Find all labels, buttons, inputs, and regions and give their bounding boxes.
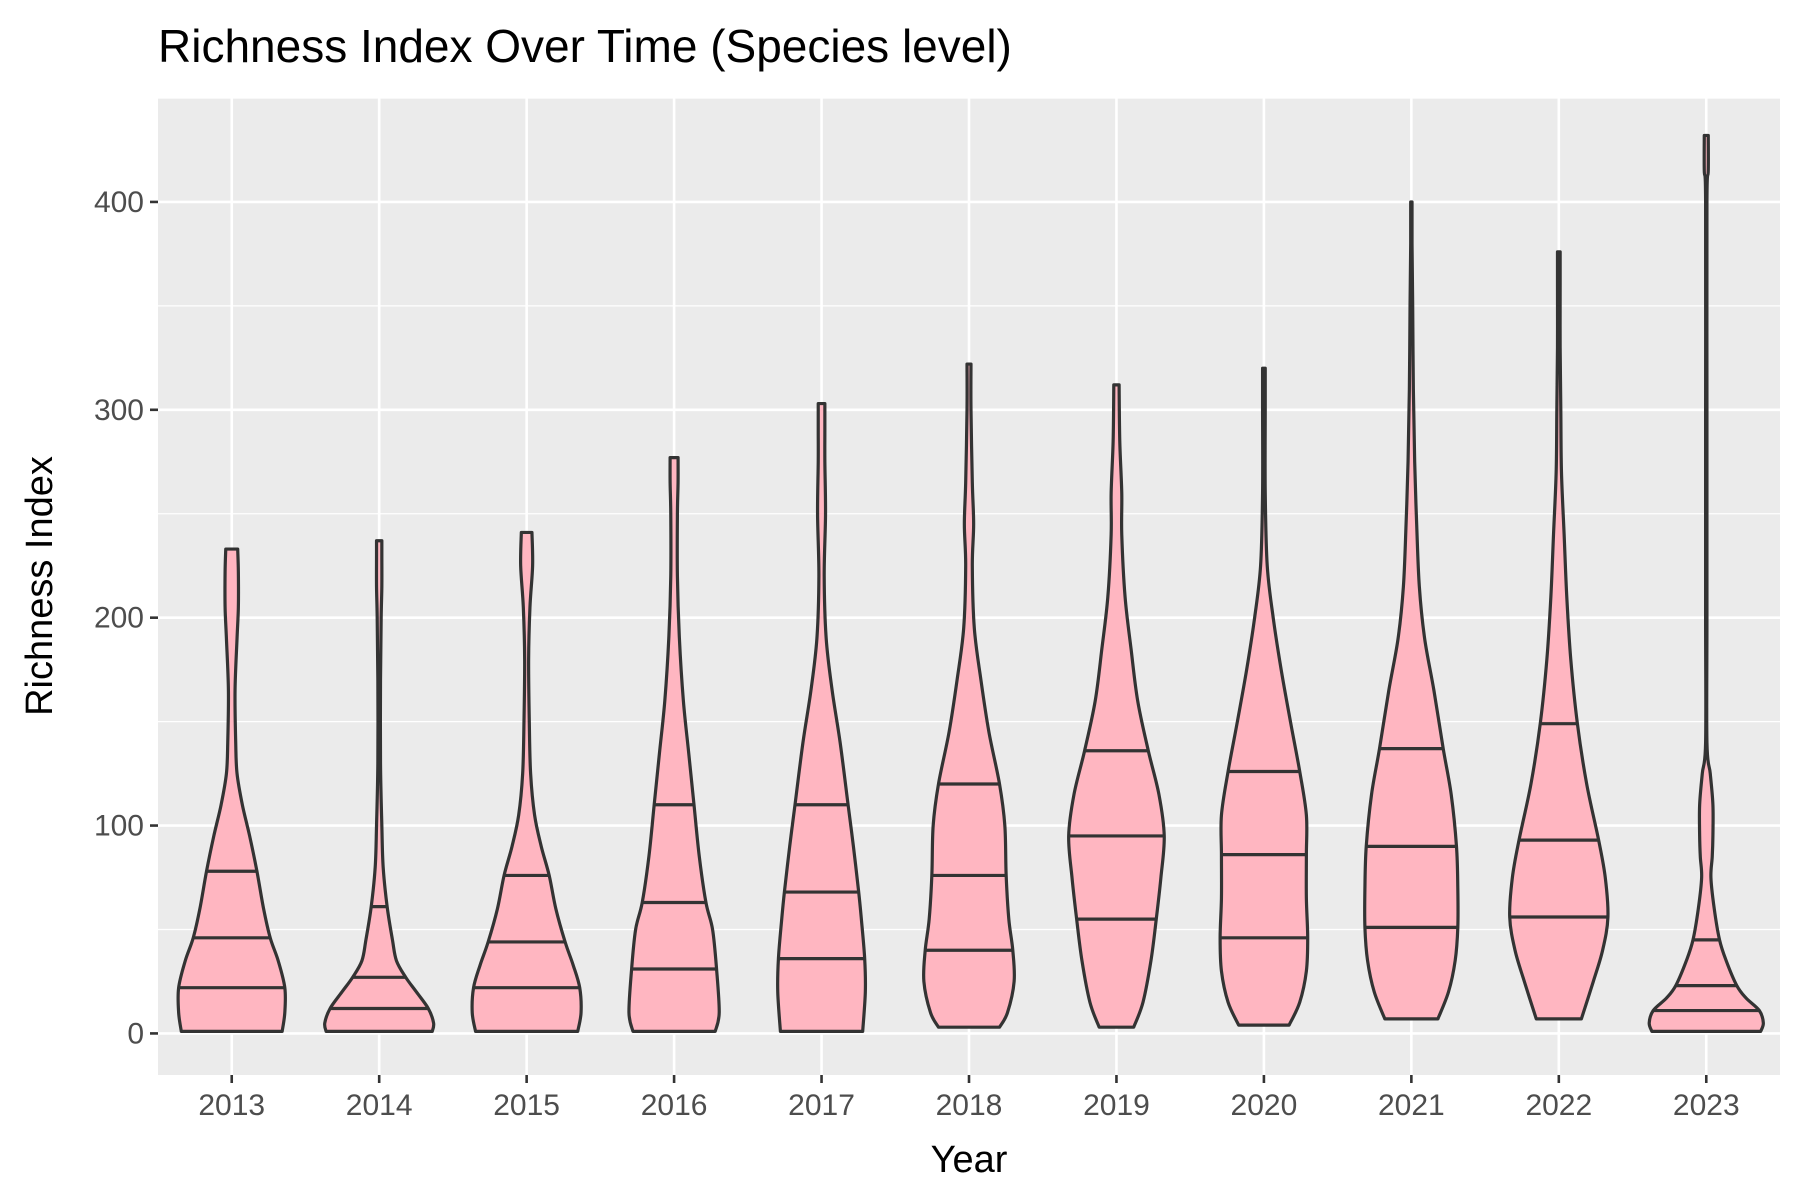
y-axis-title: Richness Index — [19, 456, 61, 716]
violin-shape — [776, 401, 868, 1033]
y-tick-label: 100 — [94, 810, 144, 843]
violin-shape — [1067, 383, 1166, 1029]
x-tick-label: 2019 — [1083, 1089, 1150, 1122]
y-tick-label: 300 — [94, 394, 144, 427]
violin-2018 — [921, 362, 1017, 1029]
violin-shape — [176, 547, 288, 1033]
x-tick-label: 2020 — [1231, 1089, 1298, 1122]
violin-2016 — [627, 456, 721, 1033]
chart-title: Richness Index Over Time (Species level) — [158, 20, 1012, 72]
violin-shape — [627, 456, 721, 1033]
violin-2020 — [1218, 366, 1310, 1027]
violin-2015 — [470, 530, 583, 1033]
violin-2013 — [176, 547, 288, 1033]
y-tick-label: 400 — [94, 186, 144, 219]
violin-shape — [1647, 133, 1765, 1033]
violin-shape — [470, 530, 583, 1033]
x-tick-label: 2014 — [346, 1089, 413, 1122]
x-tick-label: 2016 — [641, 1089, 708, 1122]
x-tick-label: 2018 — [936, 1089, 1003, 1122]
x-tick-label: 2015 — [493, 1089, 560, 1122]
violins — [176, 133, 1765, 1033]
violin-shape — [1218, 366, 1310, 1027]
x-axis-title: Year — [931, 1139, 1008, 1181]
y-tick-label: 0 — [127, 1017, 144, 1050]
x-tick-label: 2022 — [1525, 1089, 1592, 1122]
violin-2022 — [1508, 250, 1610, 1021]
y-tick-label: 200 — [94, 602, 144, 635]
violin-shape — [323, 539, 436, 1033]
x-tick-label: 2021 — [1378, 1089, 1445, 1122]
x-tick-label: 2023 — [1673, 1089, 1740, 1122]
x-tick-label: 2013 — [198, 1089, 265, 1122]
violin-shape — [921, 362, 1017, 1029]
violin-2021 — [1363, 200, 1460, 1021]
x-tick-label: 2017 — [788, 1089, 855, 1122]
violin-2019 — [1067, 383, 1166, 1029]
violin-shape — [1363, 200, 1460, 1021]
violin-2014 — [323, 539, 436, 1033]
violin-2023 — [1647, 133, 1765, 1033]
violin-2017 — [776, 401, 868, 1033]
axes: 0 100 200 300 400 2013 2014 2015 2016 2017 2018 201… — [94, 186, 1740, 1122]
